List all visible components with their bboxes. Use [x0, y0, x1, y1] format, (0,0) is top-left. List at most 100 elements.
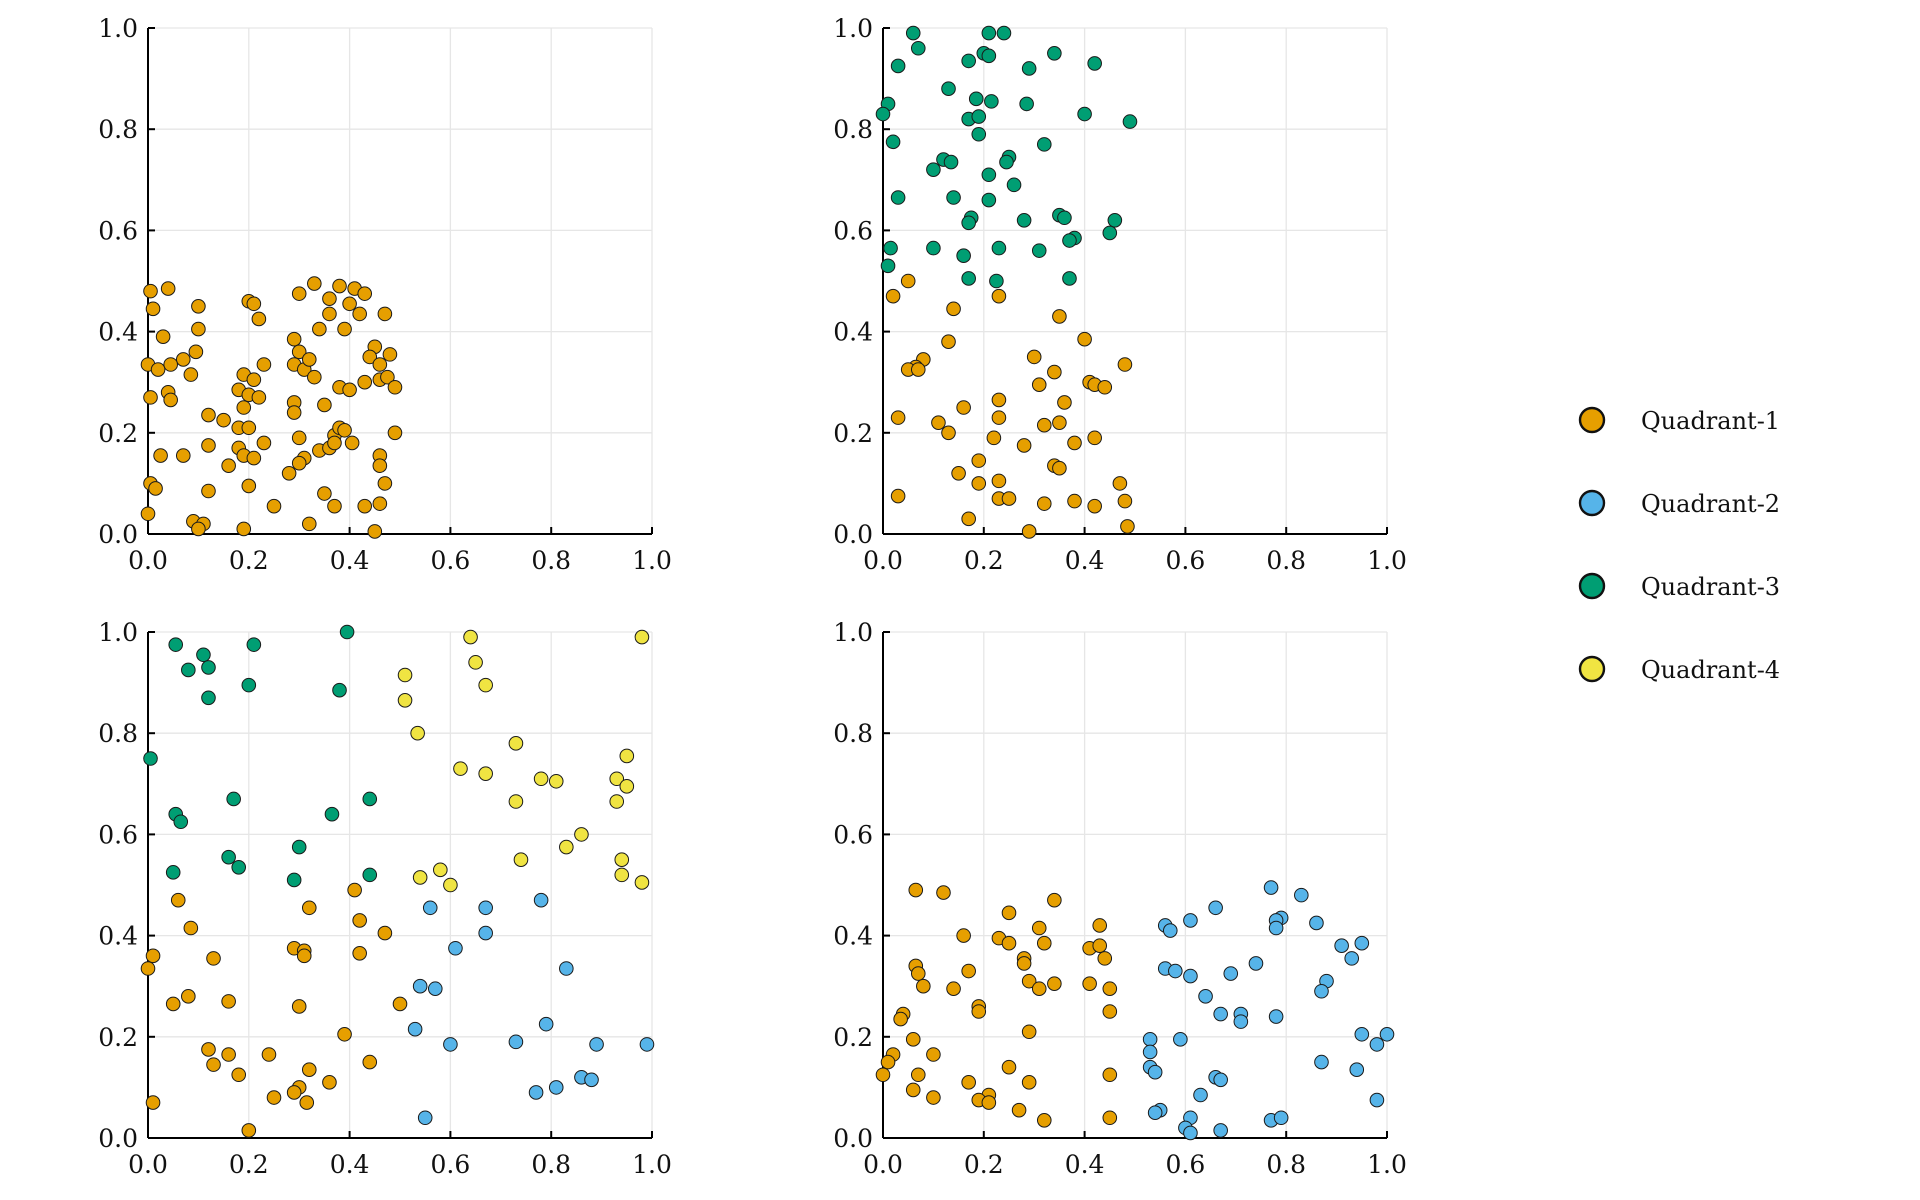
scatter-point — [201, 483, 216, 499]
scatter-point — [548, 1080, 564, 1095]
y-tick-label: 0.2 — [98, 1023, 138, 1052]
legend-marker — [1578, 655, 1606, 683]
scatter-point — [410, 725, 425, 741]
scatter-point — [201, 690, 216, 706]
scatter-point — [1047, 364, 1062, 380]
x-tick-label: 1.0 — [1367, 1150, 1407, 1179]
scatter-point — [191, 299, 206, 314]
scatter-point — [236, 521, 252, 537]
legend-label: Quadrant-3 — [1641, 573, 1780, 601]
scatter-point — [1087, 498, 1102, 514]
scatter-point — [1120, 519, 1135, 534]
scatter-point — [148, 481, 163, 496]
scatter-point — [301, 900, 317, 916]
scatter-point — [143, 751, 158, 766]
scatter-point — [981, 48, 997, 64]
scatter-point — [941, 425, 956, 441]
legend: Quadrant-1 Quadrant-2 Quadrant-3 Quadrant-4 — [1578, 406, 1780, 684]
scatter-point — [1031, 377, 1047, 393]
y-tick-label: 0.4 — [98, 318, 138, 347]
scatter-point — [926, 1090, 941, 1105]
scatter-point — [1168, 963, 1183, 979]
scatter-point — [337, 321, 352, 337]
x-tick-label: 0.8 — [531, 1150, 571, 1179]
y-tick-label: 0.2 — [833, 1023, 873, 1052]
scatter-point — [1001, 905, 1017, 921]
scatter-point — [201, 660, 216, 675]
scatter-point — [347, 882, 362, 898]
scatter-point — [1344, 951, 1360, 966]
scatter-point — [1016, 212, 1032, 228]
scatter-point — [1354, 935, 1370, 951]
y-tick-label: 0.2 — [98, 419, 138, 448]
scatter-point — [216, 412, 231, 428]
scatter-point — [380, 369, 395, 385]
scatter-point — [256, 435, 272, 451]
x-tick-label: 0.8 — [1266, 546, 1306, 575]
scatter-point — [1213, 1006, 1228, 1022]
scatter-point — [905, 25, 921, 41]
scatter-point — [961, 271, 976, 286]
scatter-point — [352, 946, 367, 961]
scatter-point — [362, 1054, 378, 1070]
x-tick-label: 1.0 — [632, 1150, 672, 1179]
scatter-point — [206, 1057, 221, 1072]
scatter-point — [614, 867, 630, 883]
scatter-point — [1097, 379, 1113, 395]
scatter-point — [1021, 1024, 1037, 1040]
scatter-point — [468, 655, 483, 670]
scatter-point — [961, 1075, 976, 1090]
legend-item-quadrant-1: Quadrant-1 — [1578, 406, 1780, 435]
x-tick-label: 0.2 — [964, 546, 1004, 575]
scatter-point — [478, 766, 493, 781]
scatter-point — [286, 872, 302, 888]
scatter-point — [1052, 415, 1067, 430]
scatter-point — [1097, 951, 1113, 966]
scatter-point — [145, 1095, 161, 1110]
scatter-point — [443, 1037, 458, 1052]
scatter-point — [875, 106, 891, 122]
y-tick-label: 0.6 — [833, 820, 873, 849]
x-tick-label: 0.0 — [863, 1150, 903, 1179]
scatter-point — [1036, 935, 1052, 951]
scatter-point — [332, 682, 347, 698]
x-tick-label: 0.8 — [1266, 1150, 1306, 1179]
scatter-point — [996, 25, 1012, 41]
scatter-point — [1354, 1026, 1370, 1042]
scatter-point — [1057, 395, 1072, 410]
scatter-point — [513, 852, 529, 868]
scatter-point — [548, 773, 564, 789]
scatter-point — [412, 978, 428, 994]
scatter-point — [317, 397, 332, 413]
scatter-point — [150, 362, 166, 377]
scatter-point — [885, 134, 901, 150]
y-tick-label: 0.8 — [98, 719, 138, 748]
scatter-point — [201, 1042, 216, 1057]
scatter-point — [362, 867, 378, 883]
scatter-point — [1019, 96, 1034, 112]
scatter-point — [246, 372, 262, 387]
legend-item-quadrant-3: Quadrant-3 — [1578, 572, 1780, 601]
scatter-point — [140, 961, 156, 976]
scatter-point — [991, 473, 1007, 489]
scatter-point — [1263, 880, 1279, 895]
y-tick-label: 0.4 — [833, 318, 873, 347]
scatter-point — [1062, 271, 1077, 286]
scatter-point — [1092, 938, 1108, 954]
scatter-point — [1142, 1032, 1158, 1047]
scatter-point — [433, 862, 448, 878]
scatter-point — [183, 367, 199, 382]
scatter-point — [941, 334, 956, 350]
scatter-point — [392, 996, 408, 1012]
scatter-point — [1077, 331, 1092, 347]
scatter-point — [352, 913, 367, 928]
scatter-point — [372, 357, 388, 372]
scatter-point — [221, 994, 236, 1009]
scatter-point — [443, 877, 458, 893]
scatter-point — [1016, 956, 1032, 971]
scatter-point — [1102, 981, 1118, 997]
scatter-point — [1036, 1112, 1052, 1128]
scatter-point — [377, 476, 393, 491]
scatter-point — [1248, 956, 1264, 971]
scatter-point — [251, 390, 267, 405]
